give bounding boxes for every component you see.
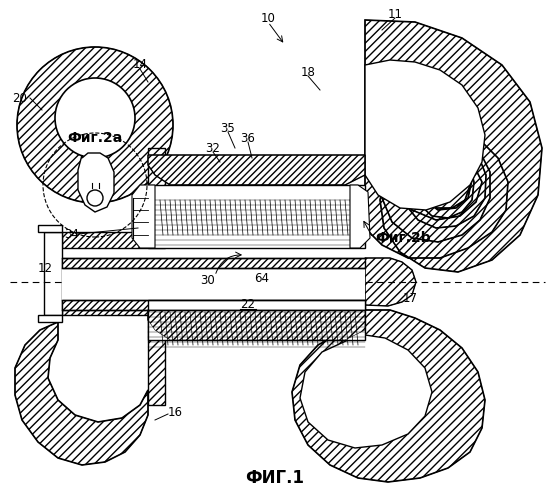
Polygon shape [365,60,485,210]
Text: ФИГ.1: ФИГ.1 [246,469,305,487]
Text: 16: 16 [168,406,182,418]
Text: Фиг.2а: Фиг.2а [67,131,123,145]
Text: 34: 34 [64,228,79,240]
Text: Фиг.2b: Фиг.2b [375,231,431,245]
Text: 35: 35 [220,122,235,134]
Polygon shape [148,155,365,185]
Polygon shape [148,185,365,248]
Polygon shape [38,225,62,232]
Text: 36: 36 [241,132,256,144]
Text: 10: 10 [261,12,276,24]
Polygon shape [292,310,485,482]
Text: 64: 64 [255,272,269,284]
Text: 20: 20 [13,92,28,104]
Circle shape [55,78,135,158]
Text: 11: 11 [387,8,402,20]
Polygon shape [148,310,365,340]
Bar [62,258,365,268]
Polygon shape [350,185,370,248]
Polygon shape [148,300,365,340]
Text: 22: 22 [240,298,256,312]
Bar [62,300,365,310]
Polygon shape [300,335,432,448]
Polygon shape [365,258,416,306]
Polygon shape [62,300,165,315]
Circle shape [87,190,103,206]
Polygon shape [78,153,114,212]
Text: 32: 32 [206,142,220,154]
Text: 17: 17 [402,292,418,304]
Text: 18: 18 [300,66,315,78]
Polygon shape [44,232,62,315]
Polygon shape [365,20,542,272]
Text: 30: 30 [201,274,215,286]
Polygon shape [148,315,165,405]
Polygon shape [132,185,155,248]
Text: 14: 14 [132,58,148,71]
Polygon shape [148,148,165,235]
Circle shape [17,47,173,203]
Polygon shape [62,232,165,248]
Bar [62,258,365,300]
Polygon shape [15,322,148,465]
Polygon shape [38,315,62,322]
Text: 12: 12 [37,262,52,274]
